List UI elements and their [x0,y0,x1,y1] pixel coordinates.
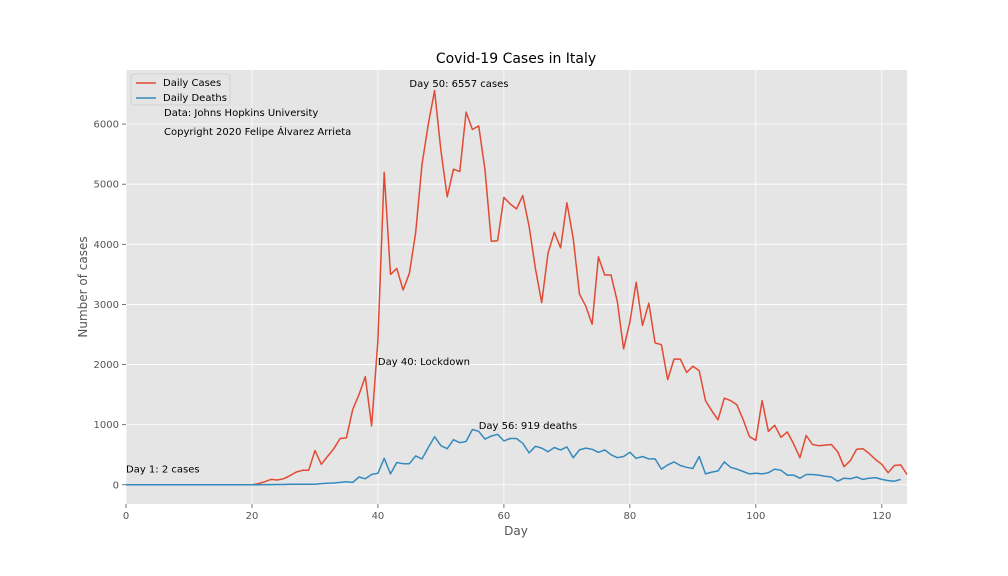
series-line-daily-deaths [126,428,901,486]
y-tick-label: 6000 [94,120,119,131]
legend-label-daily-deaths: Daily Deaths [163,93,227,104]
annotation: Day 50: 6557 cases [409,79,508,90]
x-tick-label: 40 [372,511,385,522]
annotation: Day 40: Lockdown [378,357,470,368]
y-tick-label: 1000 [94,420,119,431]
x-tick-label: 0 [123,511,129,522]
annotation: Day 1: 2 cases [126,465,200,476]
data-source-note: Data: Johns Hopkins University [164,108,318,119]
chart-title: Covid-19 Cases in Italy [436,51,596,67]
x-tick-label: 120 [872,511,891,522]
legend-label-daily-cases: Daily Cases [163,78,221,89]
annotation-layer: Day 1: 2 cases Day 40: Lockdown Day 50: 65… [126,79,577,476]
y-tick-label: 0 [113,480,119,491]
y-tick-label: 2000 [94,360,119,371]
y-tick-label: 5000 [94,180,119,191]
annotation: Day 56: 919 deaths [479,421,578,432]
x-tick-label: 100 [746,511,765,522]
x-tick-label: 80 [624,511,637,522]
plot-area [126,70,907,504]
copyright-note: Copyright 2020 Felipe Álvarez Arrieta [164,125,351,138]
y-tick-label: 3000 [94,300,119,311]
tick-layer: 0 20 40 60 80 100 120 0 1000 2000 3000 4000 5000 6000 [94,120,892,522]
y-axis-label: Number of cases [76,236,90,337]
x-tick-label: 60 [498,511,511,522]
series-layer [125,89,908,486]
x-tick-label: 20 [246,511,259,522]
x-axis-label: Day [504,524,528,538]
y-tick-label: 4000 [94,240,119,251]
legend: Daily Cases Daily Deaths [130,73,231,106]
